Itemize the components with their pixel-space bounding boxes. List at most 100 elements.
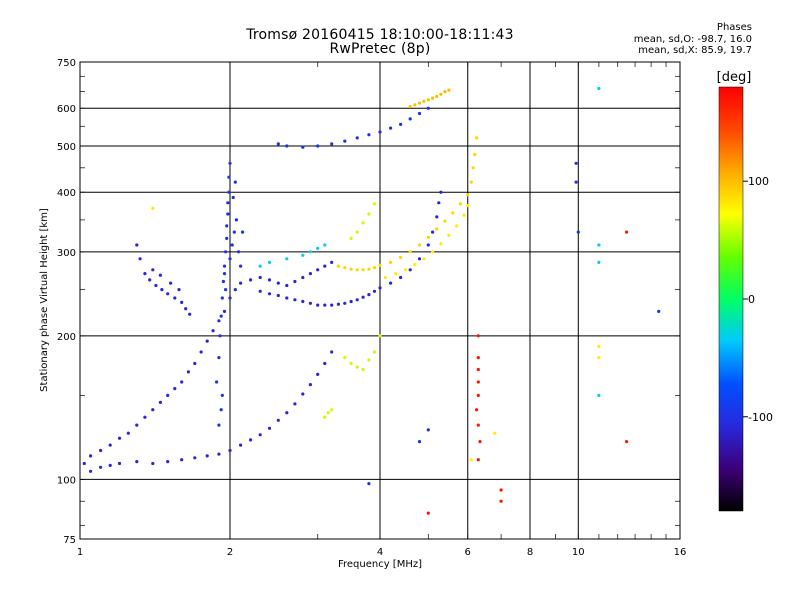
data-point <box>399 255 403 259</box>
data-point <box>151 268 155 272</box>
data-point <box>657 309 661 313</box>
data-point <box>476 393 480 397</box>
data-point <box>308 301 312 305</box>
data-point <box>323 415 327 419</box>
data-point <box>451 211 455 215</box>
y-tick-label: 200 <box>57 332 76 343</box>
x-tick-label: 10 <box>572 547 585 558</box>
data-point <box>166 460 170 464</box>
data-point <box>316 246 320 250</box>
data-point <box>219 314 223 318</box>
data-point <box>117 436 122 440</box>
data-point <box>173 387 177 391</box>
data-point <box>323 264 327 268</box>
data-point <box>413 263 417 267</box>
data-point <box>439 242 443 246</box>
colorbar-tick-label: 0 <box>748 293 755 306</box>
data-point <box>220 393 224 397</box>
x-tick-label: 6 <box>465 547 471 558</box>
data-point <box>89 469 93 473</box>
data-point <box>241 230 245 234</box>
data-point <box>258 275 262 280</box>
data-point <box>458 202 462 206</box>
data-point <box>417 243 422 247</box>
data-point <box>330 303 334 307</box>
x-tick-label: 16 <box>674 547 687 558</box>
data-point <box>267 260 272 264</box>
data-point <box>267 278 272 282</box>
data-point <box>217 319 221 323</box>
y-tick-label: 100 <box>57 475 76 486</box>
colorbar-ticks: 100 0 -100 <box>743 175 773 424</box>
data-point <box>367 133 371 137</box>
data-point <box>372 202 377 206</box>
data-points <box>82 86 661 515</box>
data-point <box>173 296 177 300</box>
data-point <box>466 204 470 208</box>
data-point <box>597 393 601 397</box>
data-point <box>422 257 426 261</box>
data-point <box>228 257 232 261</box>
data-point <box>435 215 439 219</box>
data-point <box>361 295 365 299</box>
data-point <box>205 339 209 343</box>
data-point <box>199 350 203 354</box>
y-tick-label: 600 <box>57 104 76 115</box>
data-point <box>367 358 371 362</box>
data-point <box>285 296 289 300</box>
data-point <box>228 296 232 300</box>
data-point <box>239 281 243 285</box>
data-point <box>236 250 241 254</box>
data-point <box>148 278 152 282</box>
data-point <box>276 293 280 298</box>
data-point <box>378 334 382 338</box>
data-point <box>234 218 238 222</box>
stats-o-mode: mean, sd,O: -98.7, 16.0 <box>633 34 752 45</box>
data-point <box>316 268 320 272</box>
x-tick-label: 1 <box>77 547 83 558</box>
data-point <box>408 104 412 109</box>
data-point <box>476 334 480 338</box>
data-point <box>222 272 227 276</box>
data-point <box>138 257 142 261</box>
data-point <box>469 180 473 184</box>
chart-subtitle: RwPretec (8p) <box>329 41 431 57</box>
data-point <box>108 463 112 467</box>
data-point <box>151 461 155 466</box>
data-point <box>217 452 221 456</box>
data-point <box>180 300 184 304</box>
data-point <box>166 393 170 397</box>
y-tick-label: 500 <box>57 142 76 153</box>
data-point <box>308 250 312 254</box>
data-point <box>422 99 426 103</box>
data-point <box>211 329 215 333</box>
data-point <box>267 426 272 430</box>
data-point <box>343 139 347 143</box>
data-point <box>143 272 147 276</box>
data-point <box>222 264 227 268</box>
data-point <box>293 279 297 284</box>
data-point <box>625 440 629 444</box>
data-point <box>301 253 305 257</box>
data-point <box>394 272 398 276</box>
data-point <box>224 250 228 254</box>
data-point <box>220 296 224 300</box>
data-point <box>166 292 170 296</box>
data-point <box>417 257 422 261</box>
data-point <box>625 230 629 234</box>
data-point <box>184 307 188 311</box>
data-point <box>336 302 340 306</box>
data-point <box>399 275 403 280</box>
data-point <box>258 433 262 437</box>
x-axis: 1 2 4 6 8 10 16 <box>77 62 687 558</box>
data-point <box>308 383 312 387</box>
data-point <box>355 268 359 272</box>
x-tick-label: 4 <box>377 547 383 558</box>
data-point <box>158 400 162 404</box>
data-point <box>151 408 155 412</box>
data-point <box>323 361 327 366</box>
data-point <box>413 103 417 107</box>
data-point <box>378 130 382 134</box>
data-point <box>372 350 377 354</box>
data-point <box>224 288 228 292</box>
